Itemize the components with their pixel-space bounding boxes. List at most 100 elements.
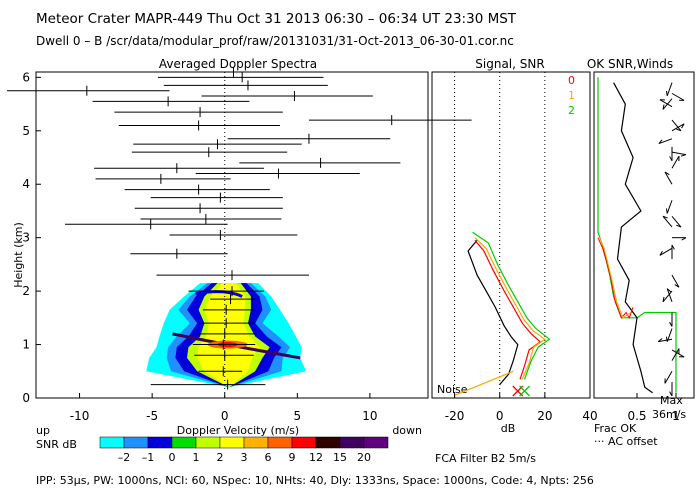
snr-line-0 xyxy=(474,239,542,380)
wind-arrow-3 xyxy=(659,99,673,108)
spectra-title: Averaged Doppler Spectra xyxy=(159,57,317,71)
colorbar-tick-7: 9 xyxy=(289,451,296,464)
wind-arrow-15 xyxy=(659,247,673,256)
snr-line-2 xyxy=(472,231,551,380)
wind-arrow-4 xyxy=(671,119,682,132)
wind-arrow-head-22 xyxy=(657,338,663,343)
wind-arrow-24 xyxy=(671,348,680,361)
header-path: Dwell 0 – B /scr/data/modular_prof/raw/2… xyxy=(36,34,514,48)
filter-label: FCA Filter B2 5m/s xyxy=(435,452,536,465)
wind-arrow-0 xyxy=(666,82,673,97)
y-tick-label-3: 3 xyxy=(22,231,30,245)
y-tick-label-0: 0 xyxy=(22,391,30,405)
wind-arrow-head-16 xyxy=(671,244,675,250)
footer-params: IPP: 53μs, PW: 1000ns, NCI: 60, NSpec: 1… xyxy=(36,474,594,487)
snr-line-1 xyxy=(474,237,546,380)
y-axis-label: Height (km) xyxy=(12,222,25,288)
colorbar-cell-9 xyxy=(315,436,341,449)
legend-beam-1: 1 xyxy=(568,89,575,102)
wind-arrow-head-4 xyxy=(676,128,682,132)
wind-arrow-head-6 xyxy=(658,139,663,144)
x-tick-label-1: -5 xyxy=(146,409,158,423)
y-tick-label-4: 4 xyxy=(22,177,30,191)
colorbar-tick-10: 20 xyxy=(357,451,371,464)
wind-arrow-25 xyxy=(664,371,673,384)
legend-beam-0: 0 xyxy=(568,74,575,87)
wind-arrow-head-19 xyxy=(666,288,672,293)
wind-arrow-11 xyxy=(666,200,673,214)
y-tick-label-2: 2 xyxy=(22,284,30,298)
snr-x-tick-label-3: 40 xyxy=(582,409,597,423)
colorbar-cell-8 xyxy=(291,436,317,449)
wind-arrow-head-17 xyxy=(674,284,680,288)
y-tick-label-5: 5 xyxy=(22,124,30,138)
wind-arrow-head-14 xyxy=(681,237,687,241)
colorbar-cell-2 xyxy=(147,436,173,449)
colorbar-cell-0 xyxy=(99,436,125,449)
colorbar-cell-11 xyxy=(363,436,389,449)
wind-arrow-13 xyxy=(662,215,673,228)
wind-arrow-19 xyxy=(666,288,673,302)
wind-arrow-head-21 xyxy=(665,336,668,342)
frac-ok-label: Frac OK xyxy=(594,422,637,435)
winds-title: OK SNR,Winds xyxy=(587,57,673,71)
wind-arrow-8 xyxy=(671,151,686,156)
x-tick-label-3: 5 xyxy=(294,409,302,423)
noise-label: Noise xyxy=(437,383,468,396)
wind-arrow-head-26 xyxy=(669,391,673,397)
y-tick-label-6: 6 xyxy=(22,70,30,84)
wind-arrow-head-10 xyxy=(664,171,670,176)
wind-arrow-5 xyxy=(671,123,685,132)
winds-line-beam1 xyxy=(599,237,632,319)
wind-arrow-12 xyxy=(671,215,682,228)
wind-arrow-9 xyxy=(671,155,680,169)
winds-frame xyxy=(593,71,695,399)
colorbar-tick-0: –2 xyxy=(118,451,131,464)
winds-line-offset xyxy=(613,82,653,394)
colorbar: –2 –1 0 1 2 3 6 9 12 15 20 xyxy=(99,436,389,464)
colorbar-cell-7 xyxy=(267,436,293,449)
max-label: Max xyxy=(660,394,683,407)
x-axis-label: Doppler Velocity (m/s) xyxy=(177,424,299,437)
wind-arrow-head-13 xyxy=(662,215,668,219)
colorbar-cell-6 xyxy=(243,436,269,449)
y-tick-label-1: 1 xyxy=(22,338,30,352)
wind-arrow-23 xyxy=(671,349,685,358)
spectra-plot: -10 -5 0 5 10 0 1 2 3 4 5 6 xyxy=(6,67,472,423)
wind-arrow-head-12 xyxy=(676,224,682,228)
colorbar-cell-1 xyxy=(123,436,149,449)
x-tick-label-2: 0 xyxy=(221,409,229,423)
wind-arrow-head-11 xyxy=(665,208,668,214)
wind-arrow-22 xyxy=(658,338,673,343)
header-title: Meteor Crater MAPR-449 Thu Oct 31 2013 0… xyxy=(36,11,517,27)
ac-offset-label: ··· AC offset xyxy=(594,435,658,448)
snr-line-noise xyxy=(454,370,514,396)
wind-arrow-head-15 xyxy=(659,250,663,256)
colorbar-tick-9: 15 xyxy=(333,451,347,464)
wind-arrow-head-20 xyxy=(669,321,673,327)
wind-arrow-head-2 xyxy=(662,104,665,110)
spectra-contour-4 xyxy=(197,283,260,388)
colorbar-tick-8: 12 xyxy=(309,451,323,464)
snr-frame xyxy=(431,71,591,399)
wind-arrow-head-18 xyxy=(662,296,665,302)
down-note: down xyxy=(392,424,422,437)
snr-x-label: dB xyxy=(501,422,516,435)
colorbar-tick-2: 0 xyxy=(169,451,176,464)
winds-x-tick-label-0: 0.5 xyxy=(627,409,646,423)
snr-x-tick-label-2: 20 xyxy=(537,409,552,423)
wind-arrow-head-0 xyxy=(665,90,668,96)
winds-line-beam0 xyxy=(597,237,634,320)
colorbar-cell-10 xyxy=(339,436,365,449)
colorbar-tick-5: 3 xyxy=(241,451,248,464)
wind-arrow-head-5 xyxy=(681,123,685,129)
snr-plot: -20 0 20 40 xyxy=(445,72,598,423)
colorbar-tick-6: 6 xyxy=(265,451,272,464)
winds-line-frac_ok xyxy=(597,77,677,393)
colorbar-cell-4 xyxy=(195,436,221,449)
snr-x-tick-label-0: -20 xyxy=(445,409,465,423)
colorbar-label: SNR dB xyxy=(36,438,77,451)
wind-arrow-10 xyxy=(664,171,673,185)
